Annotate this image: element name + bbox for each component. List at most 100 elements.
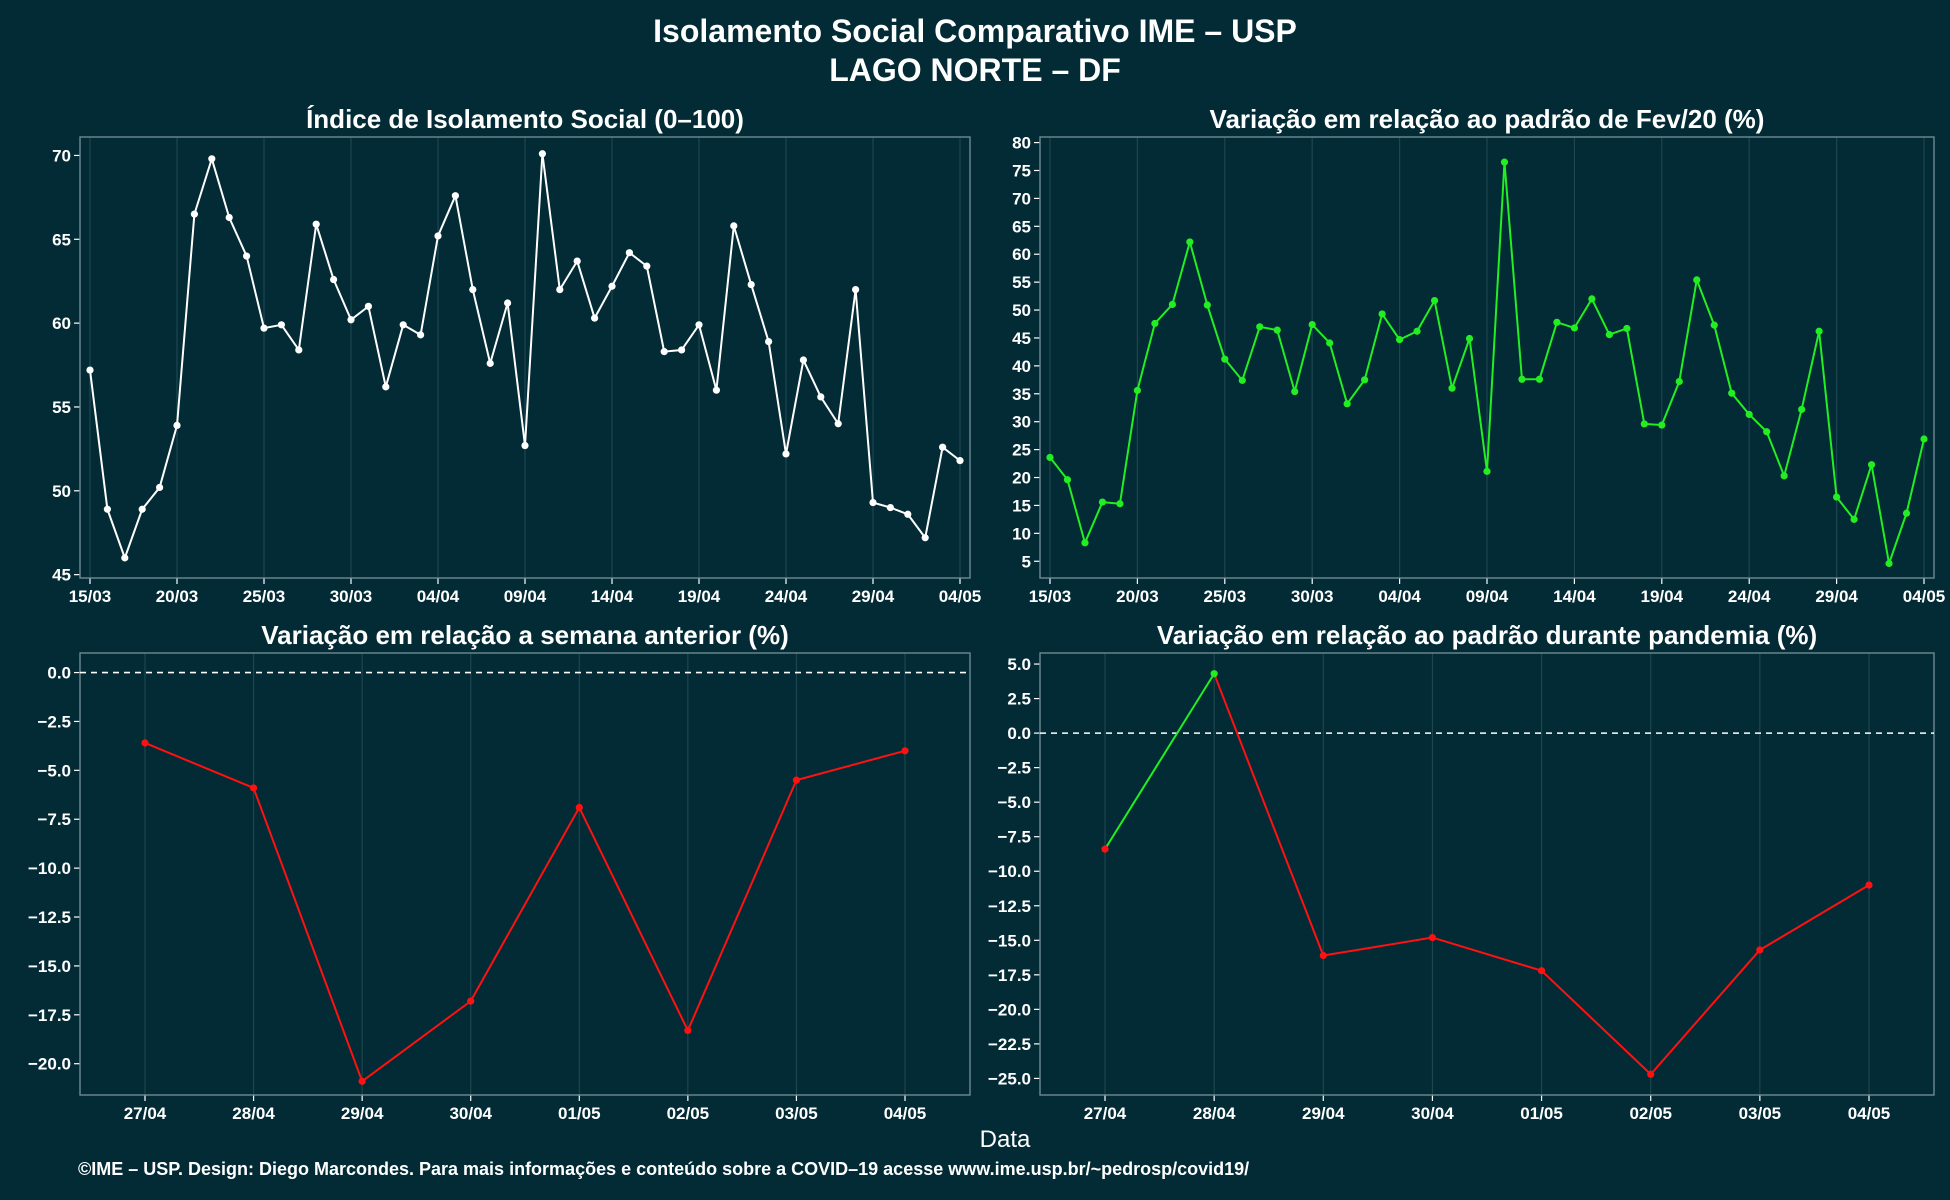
y-tick-label: 30 bbox=[1012, 413, 1031, 432]
series-line-segment bbox=[1416, 300, 1436, 332]
series-line-segment bbox=[1433, 300, 1454, 389]
y-tick-label: 2.5 bbox=[1007, 690, 1031, 709]
data-point bbox=[1101, 845, 1109, 853]
main-subtitle: LAGO NORTE – DF bbox=[829, 52, 1121, 88]
series-line-segment bbox=[176, 214, 196, 426]
data-point bbox=[1833, 493, 1841, 501]
series-line-segment bbox=[732, 225, 753, 285]
y-tick-label: 70 bbox=[1012, 189, 1031, 208]
data-point bbox=[1902, 509, 1911, 517]
x-tick-label: 14/04 bbox=[1553, 587, 1596, 606]
data-point bbox=[1396, 336, 1404, 344]
data-point bbox=[1428, 933, 1437, 942]
data-point bbox=[712, 386, 721, 394]
data-point bbox=[1046, 453, 1054, 462]
data-point bbox=[121, 554, 129, 562]
data-point bbox=[486, 359, 494, 367]
series-line-segment bbox=[1188, 241, 1209, 306]
y-tick-label: 25 bbox=[1012, 441, 1031, 460]
y-tick-label: 15 bbox=[1012, 496, 1031, 515]
series-line-segment bbox=[1104, 673, 1215, 850]
data-point bbox=[347, 316, 355, 324]
series-line-segment bbox=[785, 359, 805, 455]
series-line-segment bbox=[1853, 464, 1873, 520]
series-line-segment bbox=[611, 252, 631, 287]
series-line-segment bbox=[367, 306, 387, 388]
data-point bbox=[1430, 296, 1439, 305]
data-point bbox=[1448, 384, 1456, 392]
data-point bbox=[1658, 421, 1666, 429]
data-point bbox=[1756, 946, 1764, 954]
series-line-segment bbox=[1573, 298, 1593, 329]
series-line-segment bbox=[361, 1000, 472, 1083]
series-line-segment bbox=[1293, 324, 1314, 392]
y-tick-label: 50 bbox=[52, 482, 71, 501]
x-tick-label: 02/05 bbox=[1629, 1104, 1672, 1123]
series-line-segment bbox=[1660, 381, 1681, 426]
data-point bbox=[1210, 670, 1218, 678]
x-tick-label: 19/04 bbox=[678, 587, 721, 606]
series-line-segment bbox=[1748, 413, 1768, 433]
x-tick-label: 24/04 bbox=[765, 587, 808, 606]
y-tick-label: 65 bbox=[1012, 217, 1031, 236]
y-tick-label: −22.5 bbox=[988, 1035, 1031, 1054]
data-point bbox=[467, 997, 475, 1005]
data-point bbox=[939, 443, 947, 451]
data-point bbox=[792, 776, 801, 784]
data-point bbox=[1710, 321, 1718, 329]
data-point bbox=[521, 441, 529, 450]
x-tick-label: 28/04 bbox=[1193, 1104, 1236, 1123]
series-line-segment bbox=[1432, 936, 1542, 972]
data-point bbox=[1780, 472, 1788, 480]
y-tick-label: −5.0 bbox=[37, 761, 71, 780]
series-line-segment bbox=[1451, 338, 1471, 389]
series-line-segment bbox=[1783, 409, 1803, 477]
series-line-segment bbox=[350, 305, 370, 321]
data-point bbox=[1483, 467, 1491, 475]
panel-semana: Variação em relação a semana anterior (%… bbox=[28, 620, 971, 1123]
panel-isolamento: Índice de Isolamento Social (0–100) 15/03… bbox=[52, 104, 981, 606]
x-tick-label: 29/04 bbox=[1815, 587, 1858, 606]
series-line-segment bbox=[1468, 338, 1488, 472]
series-line-segment bbox=[1800, 331, 1821, 410]
data-point bbox=[1745, 410, 1753, 419]
data-point bbox=[1203, 301, 1211, 309]
data-point bbox=[1647, 1070, 1655, 1078]
x-tick-label: 27/04 bbox=[1084, 1104, 1127, 1123]
data-point bbox=[886, 503, 895, 512]
series-line-segment bbox=[469, 807, 581, 1002]
series-line-segment bbox=[1346, 379, 1366, 405]
panel-border bbox=[79, 652, 971, 1096]
series-line-segment bbox=[578, 807, 689, 1031]
data-point bbox=[608, 282, 616, 290]
data-point bbox=[660, 348, 668, 356]
data-point bbox=[1221, 355, 1229, 363]
series-line-segment bbox=[1625, 328, 1646, 425]
data-point bbox=[1570, 324, 1578, 332]
x-tick-label: 01/05 bbox=[1520, 1104, 1563, 1123]
data-point bbox=[225, 213, 233, 222]
data-point bbox=[249, 784, 258, 792]
data-point bbox=[625, 249, 634, 257]
panel-title: Variação em relação ao padrão durante pa… bbox=[1157, 620, 1817, 650]
y-tick-label: 10 bbox=[1012, 524, 1031, 543]
x-tick-label: 04/04 bbox=[417, 587, 460, 606]
data-point bbox=[1081, 539, 1089, 547]
x-tick-label: 20/03 bbox=[156, 587, 199, 606]
series-line-segment bbox=[1759, 884, 1870, 951]
data-point bbox=[399, 321, 407, 329]
data-point bbox=[869, 498, 877, 507]
data-point bbox=[747, 280, 755, 289]
series-line-segment bbox=[89, 369, 109, 510]
series-line-segment bbox=[1363, 313, 1384, 381]
data-point bbox=[1151, 319, 1159, 328]
data-point bbox=[86, 366, 94, 374]
data-point bbox=[358, 1077, 366, 1085]
data-point bbox=[1553, 318, 1561, 326]
data-point bbox=[1256, 323, 1264, 331]
series-line-segment bbox=[489, 302, 509, 364]
series-line-segment bbox=[1311, 323, 1331, 344]
series-line-segment bbox=[686, 779, 798, 1031]
series-line-segment bbox=[1486, 162, 1506, 472]
x-tick-label: 04/05 bbox=[884, 1104, 927, 1123]
